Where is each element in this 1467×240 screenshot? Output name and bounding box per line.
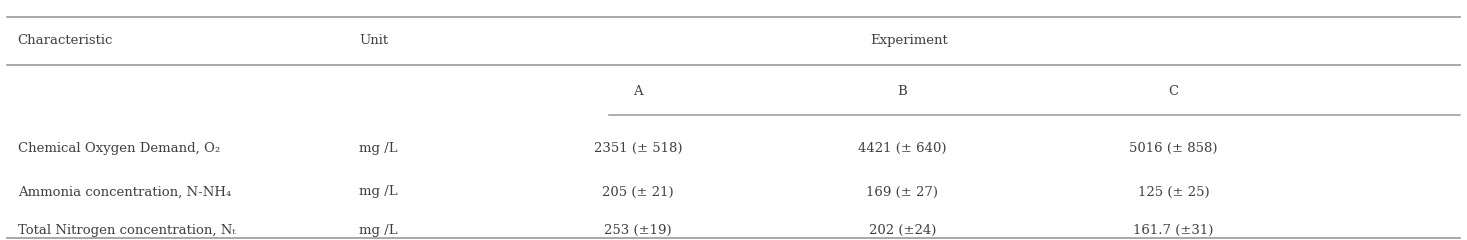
Text: 125 (± 25): 125 (± 25) — [1138, 186, 1209, 198]
Text: 5016 (± 858): 5016 (± 858) — [1130, 142, 1218, 155]
Text: 4421 (± 640): 4421 (± 640) — [858, 142, 946, 155]
Text: Chemical Oxygen Demand, O₂: Chemical Oxygen Demand, O₂ — [18, 142, 220, 155]
Text: Total Nitrogen concentration, Nₜ: Total Nitrogen concentration, Nₜ — [18, 224, 235, 237]
Text: 169 (± 27): 169 (± 27) — [866, 186, 939, 198]
Text: mg /L: mg /L — [359, 142, 398, 155]
Text: Unit: Unit — [359, 34, 389, 47]
Text: 253 (±19): 253 (±19) — [604, 224, 672, 237]
Text: B: B — [898, 85, 907, 98]
Text: A: A — [634, 85, 643, 98]
Text: Characteristic: Characteristic — [18, 34, 113, 47]
Text: 202 (±24): 202 (±24) — [868, 224, 936, 237]
Text: 161.7 (±31): 161.7 (±31) — [1134, 224, 1213, 237]
Text: mg /L: mg /L — [359, 186, 398, 198]
Text: 205 (± 21): 205 (± 21) — [603, 186, 673, 198]
Text: Experiment: Experiment — [871, 34, 948, 47]
Text: Ammonia concentration, N-NH₄: Ammonia concentration, N-NH₄ — [18, 186, 230, 198]
Text: 2351 (± 518): 2351 (± 518) — [594, 142, 682, 155]
Text: mg /L: mg /L — [359, 224, 398, 237]
Text: C: C — [1169, 85, 1178, 98]
